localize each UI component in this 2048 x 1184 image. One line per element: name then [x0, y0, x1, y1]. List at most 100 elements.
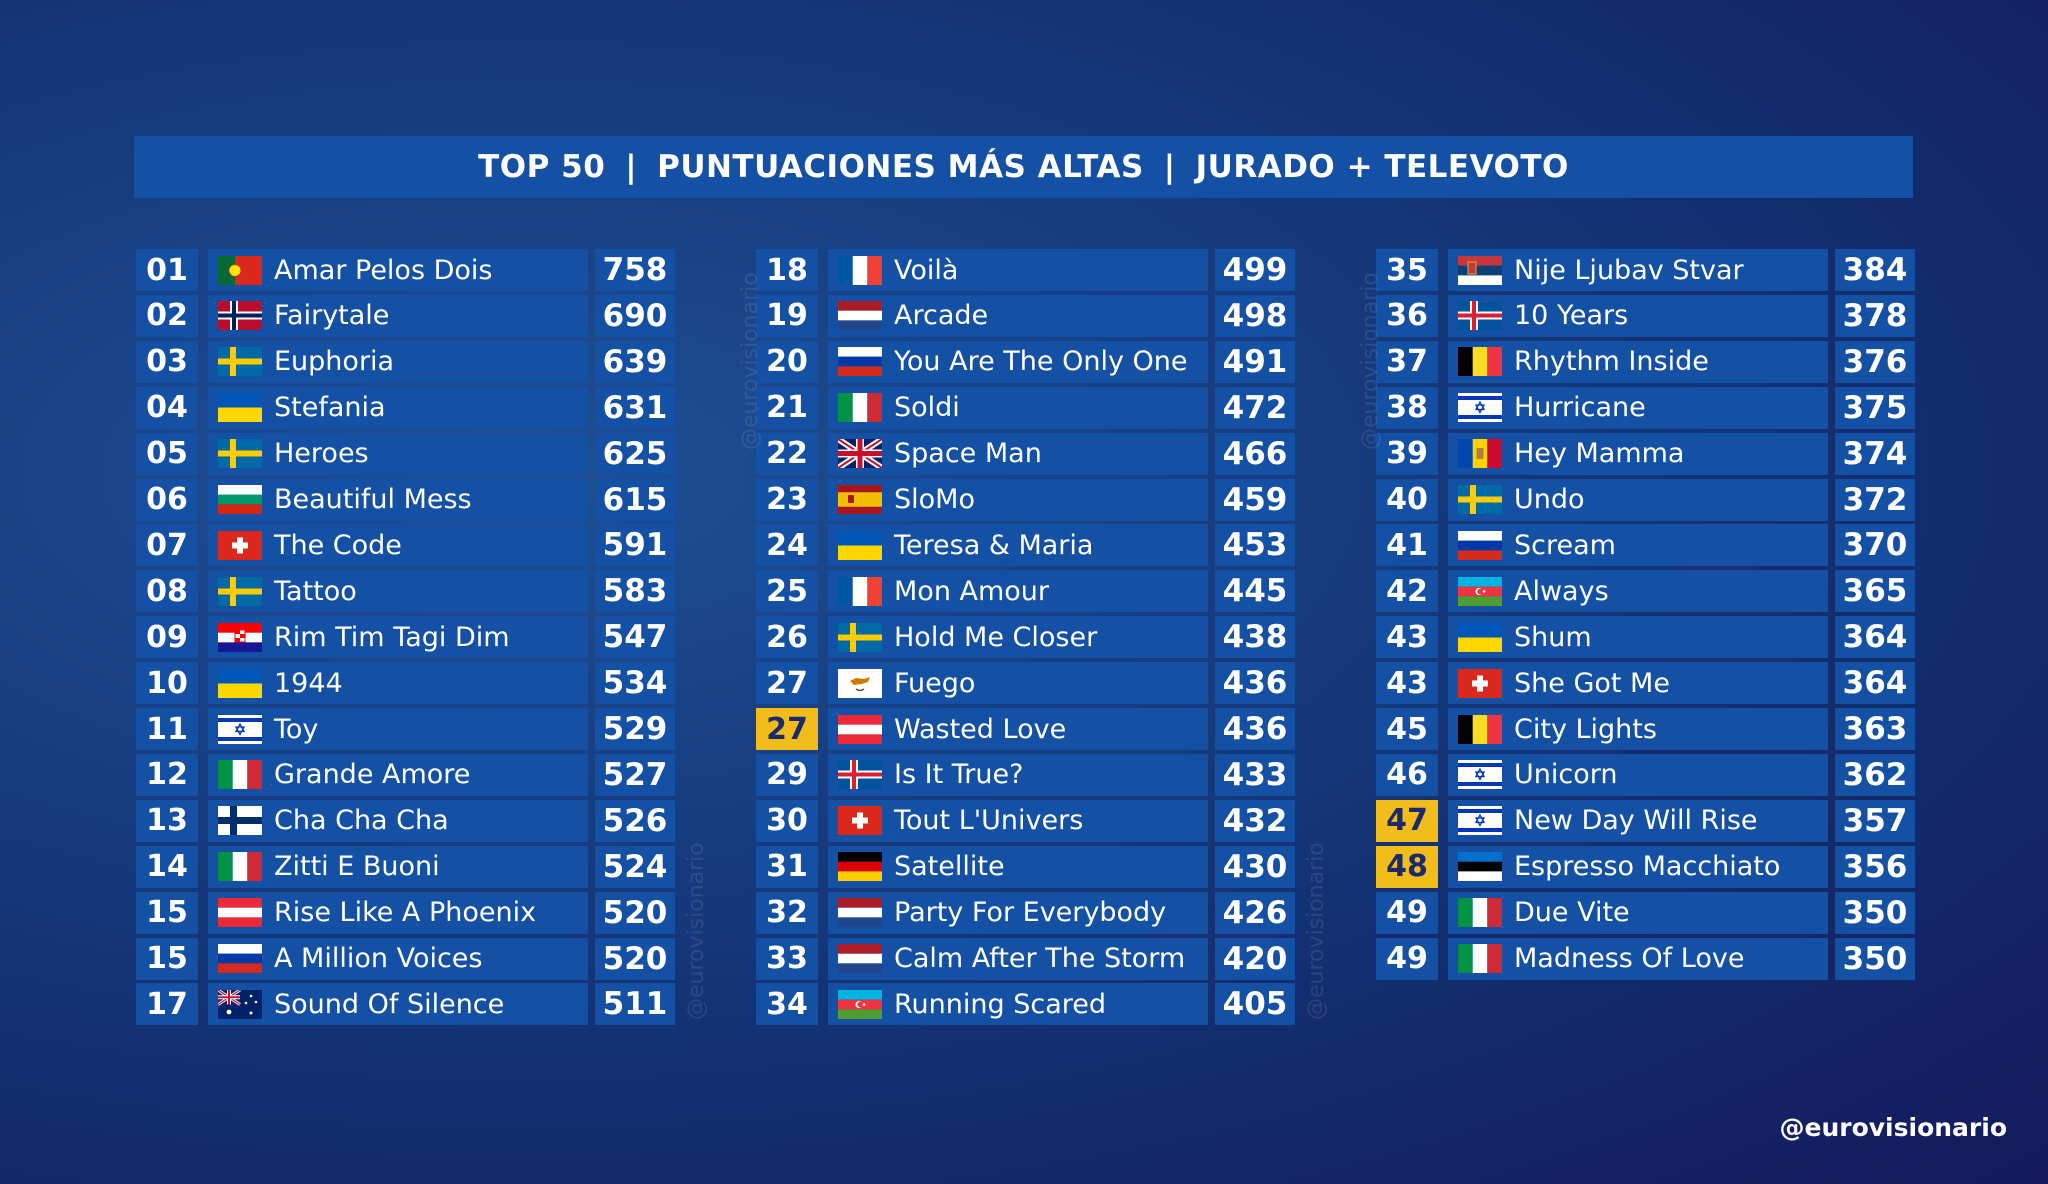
song-title: Wasted Love — [894, 713, 1067, 745]
song-cell: Space Man — [828, 432, 1208, 475]
finland-flag-icon — [218, 806, 262, 836]
israel-flag-icon — [1458, 393, 1502, 423]
song-title: New Day Will Rise — [1514, 805, 1758, 837]
song-title: Fairytale — [274, 300, 390, 332]
song-title: Hold Me Closer — [894, 621, 1098, 653]
serbia-flag-icon — [1458, 255, 1502, 285]
rank-cell: 05 — [136, 432, 198, 475]
song-title: Rhythm Inside — [1514, 346, 1709, 378]
points-cell: 520 — [595, 937, 675, 980]
song-cell: Hey Mamma — [1448, 432, 1828, 475]
rank-cell: 03 — [136, 340, 198, 383]
azerbaijan-flag-icon — [1458, 576, 1502, 606]
rank-cell: 35 — [1376, 249, 1438, 291]
song-title: Due Vite — [1514, 897, 1630, 929]
points-cell: 376 — [1835, 340, 1915, 383]
uk-flag-icon — [838, 439, 882, 469]
rank-cell: 01 — [136, 249, 198, 291]
rank-cell: 15 — [136, 937, 198, 980]
rank-cell: 36 — [1376, 294, 1438, 337]
song-cell: A Million Voices — [208, 937, 588, 980]
points-cell: 420 — [1215, 937, 1295, 980]
song-cell: Cha Cha Cha — [208, 799, 588, 842]
rank-cell: 45 — [1376, 708, 1438, 750]
rank-cell: 38 — [1376, 386, 1438, 429]
song-title: Calm After The Storm — [894, 943, 1186, 974]
points-cell: 498 — [1215, 294, 1295, 337]
croatia-flag-icon — [218, 622, 262, 652]
song-cell: Shum — [1448, 616, 1828, 659]
points-cell: 529 — [595, 708, 675, 750]
netherlands-flag-icon — [838, 301, 882, 331]
song-cell: She Got Me — [1448, 662, 1828, 705]
points-cell: 350 — [1835, 937, 1915, 980]
song-cell: Grande Amore — [208, 753, 588, 796]
song-cell: Toy — [208, 708, 588, 750]
netherlands-flag-icon — [838, 944, 882, 973]
russia-flag-icon — [838, 347, 882, 377]
song-cell: Fairytale — [208, 294, 588, 337]
song-cell: Teresa & Maria — [828, 524, 1208, 567]
song-cell: Euphoria — [208, 340, 588, 383]
rank-cell: 04 — [136, 386, 198, 429]
song-title: Party For Everybody — [894, 897, 1167, 929]
rank-cell: 29 — [756, 753, 818, 796]
points-cell: 526 — [595, 799, 675, 842]
points-cell: 631 — [595, 386, 675, 429]
song-cell: Amar Pelos Dois — [208, 249, 588, 291]
germany-flag-icon — [838, 852, 882, 882]
song-title: 1944 — [274, 667, 343, 699]
song-title: Sound Of Silence — [274, 988, 505, 1020]
song-title: Arcade — [894, 300, 989, 332]
song-title: Teresa & Maria — [894, 529, 1094, 561]
points-cell: 384 — [1835, 249, 1915, 291]
rank-cell: 43 — [1376, 616, 1438, 659]
song-title: 10 Years — [1514, 300, 1629, 332]
belgium-flag-icon — [1458, 714, 1502, 744]
ukraine-flag-icon — [218, 668, 262, 698]
song-cell: 10 Years — [1448, 294, 1828, 337]
points-cell: 625 — [595, 432, 675, 475]
points-cell: 445 — [1215, 570, 1295, 613]
song-title: Voilà — [894, 254, 959, 286]
rank-cell: 48 — [1376, 845, 1438, 888]
rank-cell: 27 — [756, 708, 818, 750]
points-cell: 436 — [1215, 708, 1295, 750]
song-title: Is It True? — [894, 759, 1024, 791]
song-title: Grande Amore — [274, 759, 471, 791]
points-cell: 690 — [595, 294, 675, 337]
switzerland-flag-icon — [218, 530, 262, 560]
points-cell: 405 — [1215, 983, 1295, 1026]
song-cell: You Are The Only One — [828, 340, 1208, 383]
rank-cell: 06 — [136, 478, 198, 521]
rank-cell: 18 — [756, 249, 818, 291]
points-cell: 364 — [1835, 616, 1915, 659]
netherlands-flag-icon — [838, 898, 882, 928]
song-cell: SloMo — [828, 478, 1208, 521]
rank-cell: 10 — [136, 662, 198, 705]
song-title: Toy — [274, 713, 319, 745]
rank-cell: 07 — [136, 524, 198, 567]
points-cell: 591 — [595, 524, 675, 567]
points-cell: 639 — [595, 340, 675, 383]
rank-cell: 09 — [136, 616, 198, 659]
points-cell: 527 — [595, 753, 675, 796]
rank-cell: 08 — [136, 570, 198, 613]
points-cell: 357 — [1835, 799, 1915, 842]
ukraine-flag-icon — [838, 530, 882, 560]
rank-cell: 23 — [756, 478, 818, 521]
ukraine-flag-icon — [218, 393, 262, 423]
song-title: Running Scared — [894, 988, 1107, 1020]
song-title: Euphoria — [274, 346, 395, 378]
points-cell: 374 — [1835, 432, 1915, 475]
points-cell: 363 — [1835, 708, 1915, 750]
song-title: Zitti E Buoni — [274, 851, 440, 883]
rank-cell: 25 — [756, 570, 818, 613]
song-cell: Madness Of Love — [1448, 937, 1828, 980]
iceland-flag-icon — [838, 760, 882, 790]
points-cell: 438 — [1215, 616, 1295, 659]
israel-flag-icon — [218, 714, 262, 744]
song-title: Undo — [1514, 484, 1585, 515]
rank-cell: 17 — [136, 983, 198, 1026]
song-cell: Party For Everybody — [828, 891, 1208, 934]
